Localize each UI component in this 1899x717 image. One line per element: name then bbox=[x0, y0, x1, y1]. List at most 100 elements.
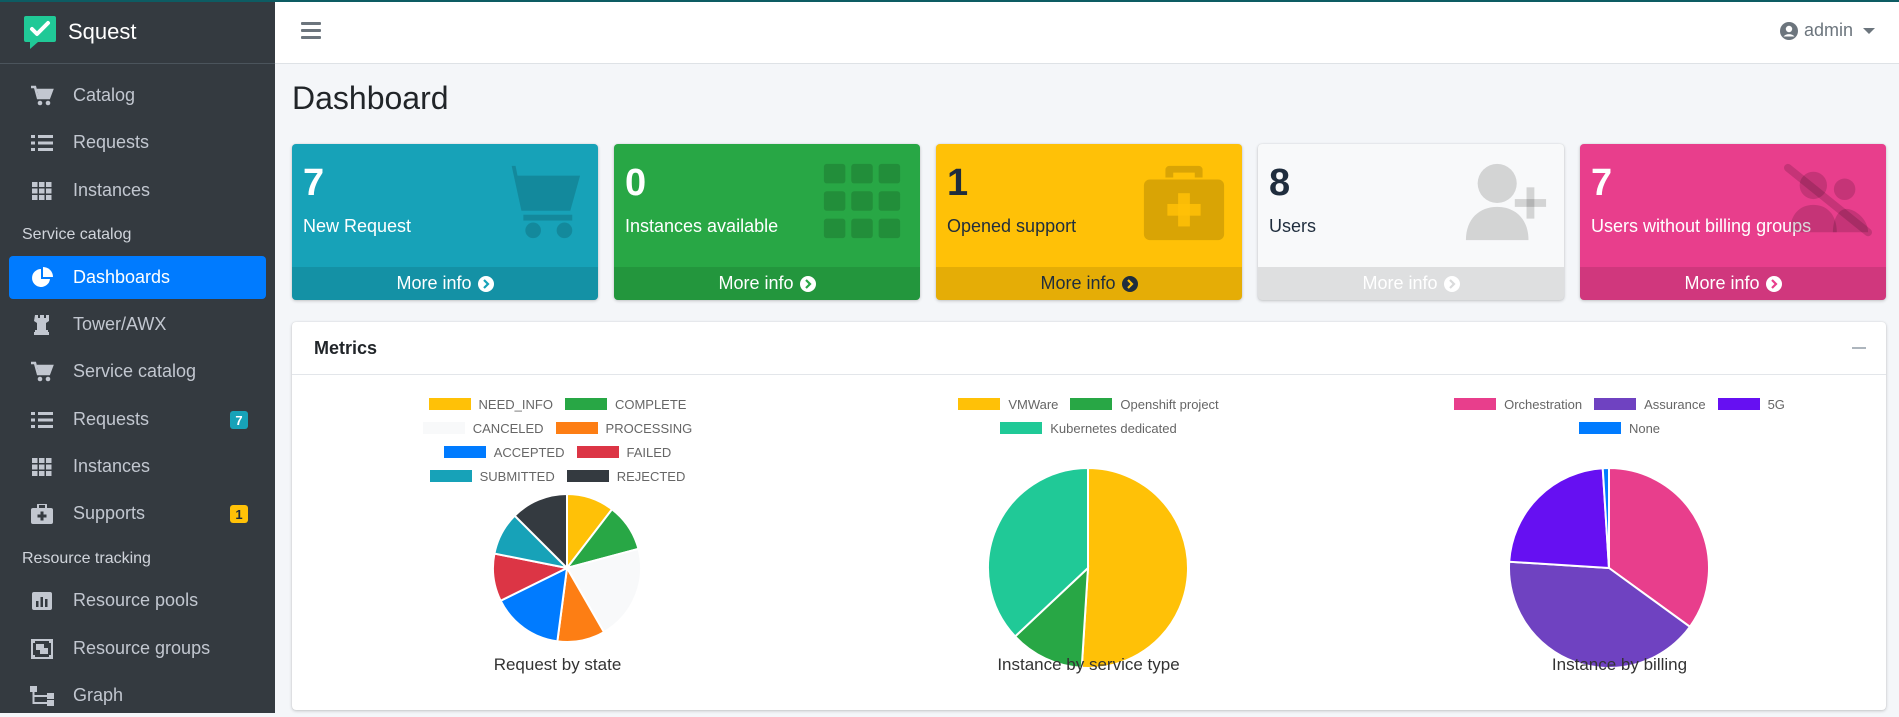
pie-slice-vmware[interactable] bbox=[1080, 466, 1189, 669]
legend-label: SUBMITTED bbox=[479, 468, 555, 484]
box-value: 7 bbox=[1591, 162, 1613, 204]
users-slash-icon bbox=[1784, 163, 1872, 237]
sidebar-item-label: Resource groups bbox=[73, 638, 211, 658]
user-menu-dropdown[interactable]: admin bbox=[1779, 20, 1875, 41]
legend-item[interactable]: Openshift project bbox=[1070, 396, 1219, 412]
sidebar-item-instances-admin[interactable]: Instances bbox=[9, 445, 266, 488]
legend-swatch bbox=[958, 398, 1001, 410]
supports-count-badge: 1 bbox=[230, 505, 248, 523]
sidebar-item-catalog[interactable]: Catalog bbox=[9, 74, 266, 117]
legend-item[interactable]: VMWare bbox=[958, 397, 1058, 412]
legend-item[interactable]: CANCELED bbox=[422, 420, 544, 436]
legend-row: None bbox=[1354, 416, 1885, 440]
legend-swatch bbox=[555, 422, 598, 434]
sidebar-item-resource-groups[interactable]: Resource groups bbox=[9, 627, 266, 670]
sidebar-item-tower-awx[interactable]: Tower/AWX bbox=[9, 303, 266, 346]
medkit-icon bbox=[29, 503, 55, 525]
support-more-info-link[interactable]: More info bbox=[936, 267, 1242, 300]
sidebar-item-instances[interactable]: Instances bbox=[9, 169, 266, 212]
legend-swatch bbox=[1454, 398, 1497, 410]
new-request-more-info-link[interactable]: More info bbox=[292, 267, 598, 300]
legend-item[interactable]: REJECTED bbox=[566, 468, 686, 484]
legend-item[interactable]: NEED_INFO bbox=[428, 397, 553, 412]
sidebar-item-dashboards[interactable]: Dashboards bbox=[9, 256, 266, 299]
legend-label: Assurance bbox=[1644, 396, 1706, 412]
sidebar-item-label: Resource pools bbox=[73, 590, 199, 610]
more-info-label: More info bbox=[1362, 273, 1438, 293]
collapse-minus-icon[interactable] bbox=[1852, 347, 1866, 349]
shopping-cart-icon bbox=[497, 165, 581, 239]
instances-more-info-link[interactable]: More info bbox=[614, 267, 920, 300]
legend-item[interactable]: Orchestration bbox=[1454, 397, 1582, 412]
legend-label: 5G bbox=[1767, 396, 1785, 412]
pie-slice-openshift-project[interactable] bbox=[1013, 565, 1090, 669]
pie-slice-rejected[interactable] bbox=[513, 492, 568, 571]
instance-by-billing-chart: Orchestration Assurance 5G None Instance by… bbox=[1354, 374, 1885, 710]
legend-item[interactable]: None bbox=[1578, 421, 1660, 436]
legend-item[interactable]: Kubernetes dedicated bbox=[1000, 421, 1177, 436]
legend-row: ACCEPTED FAILED bbox=[292, 440, 823, 464]
legend-row: NEED_INFO COMPLETE bbox=[292, 392, 823, 416]
legend-item[interactable]: Assurance bbox=[1594, 396, 1706, 412]
legend-swatch bbox=[1717, 398, 1760, 410]
page-title: Dashboard bbox=[292, 80, 449, 116]
sidebar-item-label: Instances bbox=[73, 180, 151, 200]
pie-slice-canceled[interactable] bbox=[565, 547, 642, 634]
legend-item[interactable]: ACCEPTED bbox=[443, 445, 565, 460]
sidebar-item-label: Requests bbox=[73, 132, 150, 152]
pie-chart bbox=[987, 466, 1189, 669]
box-value: 7 bbox=[303, 162, 325, 204]
sidebar-item-requests-admin[interactable]: Requests 7 bbox=[9, 398, 266, 441]
new-request-box: 7 New Request More info bbox=[292, 144, 598, 300]
more-info-label: More info bbox=[396, 273, 472, 293]
pie-chart bbox=[492, 492, 642, 643]
metrics-title: Metrics bbox=[314, 338, 378, 358]
legend-row: VMWare Openshift project bbox=[823, 392, 1354, 416]
pie-slice-accepted[interactable] bbox=[499, 566, 569, 643]
users-more-info-link[interactable]: More info bbox=[1258, 267, 1564, 300]
pie-slice-none[interactable] bbox=[1601, 466, 1610, 569]
instances-available-box: 0 Instances available More info bbox=[614, 144, 920, 300]
pie-chart-icon bbox=[29, 266, 55, 289]
legend-label: COMPLETE bbox=[614, 396, 687, 412]
brand[interactable]: Squest bbox=[0, 0, 275, 64]
opened-support-box: 1 Opened support More info bbox=[936, 144, 1242, 300]
more-info-label: More info bbox=[1040, 273, 1116, 293]
box-value: 0 bbox=[625, 162, 647, 204]
sidebar-item-supports[interactable]: Supports 1 bbox=[9, 492, 266, 535]
legend-label: REJECTED bbox=[616, 468, 686, 484]
pie-slice-5g[interactable] bbox=[1508, 467, 1611, 570]
chart-title: Instance by billing bbox=[1551, 655, 1688, 674]
arrow-circle-right-icon bbox=[1765, 275, 1782, 292]
grid-icon bbox=[29, 180, 55, 202]
pie-slice-kubernetes-dedicated[interactable] bbox=[987, 466, 1089, 638]
legend-label: Openshift project bbox=[1120, 396, 1219, 412]
legend-item[interactable]: SUBMITTED bbox=[429, 468, 555, 484]
legend-item[interactable]: PROCESSING bbox=[555, 420, 693, 436]
list-icon bbox=[29, 409, 55, 431]
billing-more-info-link[interactable]: More info bbox=[1580, 267, 1886, 300]
sidebar-item-requests[interactable]: Requests bbox=[9, 121, 266, 164]
hamburger-menu-icon[interactable] bbox=[301, 22, 321, 42]
sidebar-item-resource-pools[interactable]: Resource pools bbox=[9, 579, 266, 622]
legend-item[interactable]: COMPLETE bbox=[564, 396, 687, 412]
sidebar-item-graph[interactable]: Graph bbox=[9, 674, 266, 717]
metrics-card-header: Metrics bbox=[292, 322, 1886, 375]
legend-row: Kubernetes dedicated bbox=[823, 416, 1354, 440]
more-info-label: More info bbox=[718, 273, 794, 293]
legend-swatch bbox=[576, 446, 619, 458]
brand-name: Squest bbox=[68, 18, 137, 44]
pie-slice-assurance[interactable] bbox=[1508, 560, 1692, 669]
box-label: Users bbox=[1269, 216, 1317, 236]
sidebar-item-label: Requests bbox=[73, 409, 150, 429]
sidebar-item-label: Dashboards bbox=[73, 267, 171, 287]
legend-item[interactable]: 5G bbox=[1717, 396, 1785, 412]
box-label: New Request bbox=[303, 216, 412, 236]
legend-item[interactable]: FAILED bbox=[576, 445, 671, 460]
legend-label: PROCESSING bbox=[605, 420, 693, 436]
arrow-circle-right-icon bbox=[1121, 275, 1138, 292]
sidebar-item-service-catalog[interactable]: Service catalog bbox=[9, 350, 266, 393]
legend-row: SUBMITTED REJECTED bbox=[292, 464, 823, 488]
pie-slice-orchestration[interactable] bbox=[1608, 466, 1710, 629]
legend-label: CANCELED bbox=[472, 420, 544, 436]
